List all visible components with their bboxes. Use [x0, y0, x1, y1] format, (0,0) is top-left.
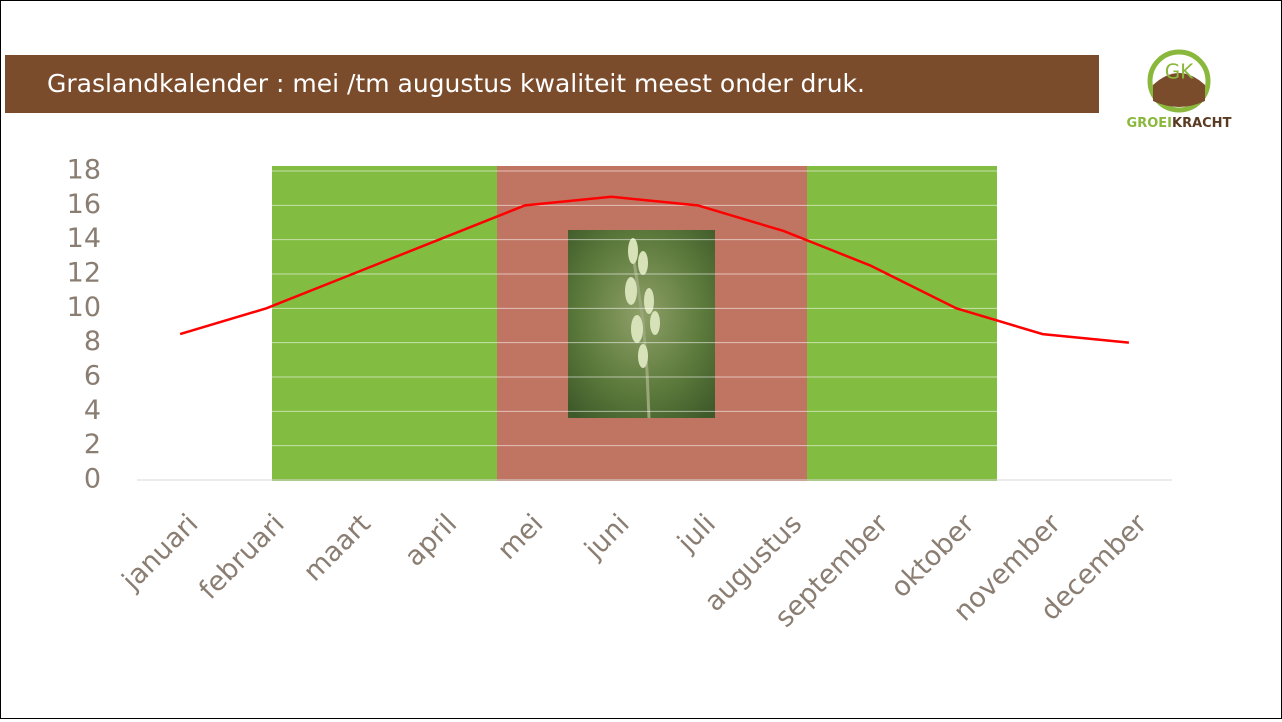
logo: GK GROEIKRACHT [1127, 49, 1232, 131]
y-tick-label: 2 [84, 429, 101, 460]
logo-field [1153, 73, 1205, 107]
logo-text-1: GROEI [1127, 116, 1172, 131]
green-band [807, 166, 997, 481]
x-tick-label: juli [671, 508, 722, 559]
y-tick-label: 0 [84, 464, 101, 495]
logo-text: GROEIKRACHT [1127, 116, 1232, 131]
x-tick-label: mei [492, 508, 550, 566]
y-tick-label: 16 [67, 189, 101, 220]
logo-text-2: KRACHT [1172, 116, 1232, 131]
title-bar [5, 55, 1099, 113]
x-tick-label: april [399, 508, 463, 572]
stem [629, 240, 651, 419]
x-tick-label: juni [578, 508, 635, 565]
y-tick-label: 4 [84, 395, 101, 426]
x-tick-label: maart [298, 508, 377, 587]
title: Graslandkalender : mei /tm augustus kwal… [47, 69, 865, 98]
green-band [272, 166, 497, 481]
grass-photo [568, 230, 715, 419]
y-tick-label: 14 [67, 223, 101, 254]
x-tick-label: februari [193, 508, 290, 605]
y-tick-label: 10 [67, 292, 101, 323]
y-tick-label: 6 [84, 361, 101, 392]
logo-mark: GK [1165, 60, 1194, 84]
y-tick-label: 18 [67, 155, 101, 186]
y-tick-label: 12 [67, 258, 101, 289]
line-series [179, 195, 1129, 344]
y-tick-label: 8 [84, 326, 101, 357]
spikelets [625, 238, 660, 368]
x-tick-label: januari [116, 508, 205, 597]
